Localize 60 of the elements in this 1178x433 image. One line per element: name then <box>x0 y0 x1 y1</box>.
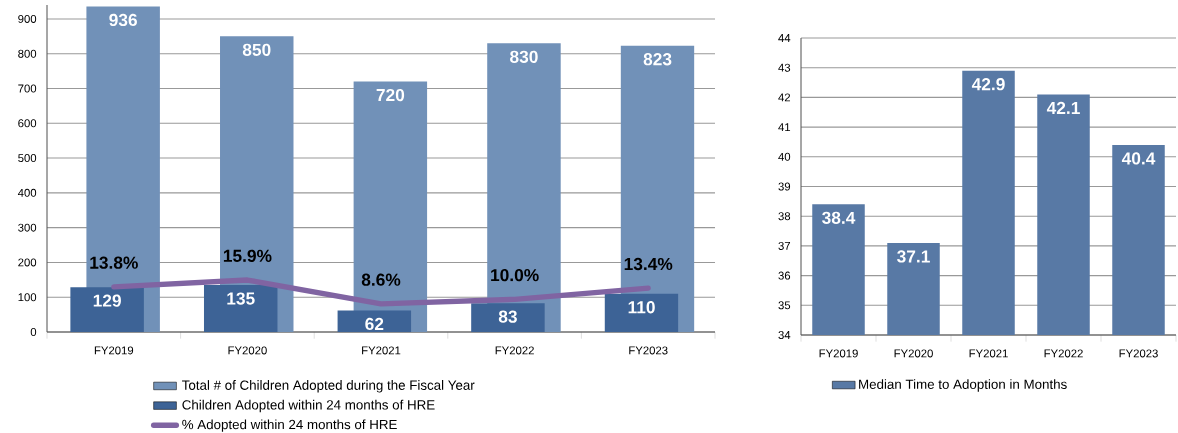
legend-label: Total # of Children Adopted during the Fiscal Year <box>182 380 475 393</box>
x-tick-label: FY2020 <box>894 349 933 358</box>
y-tick-label: 500 <box>18 154 37 163</box>
bar <box>471 303 545 332</box>
data-label: 8.6% <box>361 273 401 286</box>
y-tick-label: 44 <box>778 34 791 42</box>
x-tick-label: FY2019 <box>819 349 858 358</box>
x-tick-label: FY2022 <box>495 346 534 355</box>
y-tick-label: 36 <box>778 271 791 280</box>
y-tick-label: 700 <box>18 84 37 93</box>
y-tick-label: 300 <box>18 223 37 232</box>
x-tick-label: FY2019 <box>94 346 134 355</box>
data-label: 13.4% <box>624 257 673 271</box>
data-label: 62 <box>365 317 384 331</box>
data-label: 936 <box>109 13 137 27</box>
data-label: 42.9 <box>971 78 1005 91</box>
y-tick-label: 400 <box>17 188 37 197</box>
y-tick-label: 35 <box>778 301 791 310</box>
data-label: 13.8% <box>90 256 138 269</box>
bar <box>203 285 278 332</box>
data-label: 37.1 <box>897 250 930 263</box>
bar <box>604 293 679 332</box>
y-tick-label: 0 <box>30 328 37 337</box>
x-tick-label: FY2020 <box>228 346 267 355</box>
y-tick-label: 34 <box>778 331 791 340</box>
legend-label: Children Adopted within 24 months of HRE <box>182 399 435 413</box>
x-tick-label: FY2023 <box>629 346 668 355</box>
data-label: 83 <box>498 310 517 323</box>
data-label: 42.1 <box>1046 101 1080 114</box>
y-tick-label: 600 <box>18 119 37 128</box>
y-tick-label: 200 <box>18 258 37 267</box>
data-label: 850 <box>242 43 271 56</box>
y-tick-label: 42 <box>778 93 791 102</box>
data-label: 720 <box>376 88 405 102</box>
data-label: 830 <box>510 50 538 63</box>
data-label: 129 <box>93 294 121 307</box>
data-label: 15.9% <box>223 249 272 262</box>
y-tick-label: 100 <box>18 293 37 302</box>
data-label: 823 <box>643 53 672 66</box>
bar <box>70 287 144 332</box>
data-label: 135 <box>227 292 255 305</box>
x-tick-label: FY2021 <box>969 349 1008 358</box>
bar <box>337 310 412 332</box>
y-tick-label: 40 <box>778 152 791 161</box>
x-tick-label: FY2022 <box>1044 349 1083 358</box>
data-label: 10.0% <box>491 268 539 282</box>
data-label: 110 <box>628 301 655 314</box>
x-tick-label: FY2021 <box>362 346 401 355</box>
legend-label: Median Time to Adoption in Months <box>859 379 1067 392</box>
data-label: 38.4 <box>822 211 856 224</box>
y-tick-label: 41 <box>778 123 791 131</box>
y-tick-label: 39 <box>778 182 791 191</box>
data-label: 40.4 <box>1121 152 1156 165</box>
y-tick-label: 38 <box>778 212 791 221</box>
y-tick-label: 900 <box>18 14 37 23</box>
legend-label: % Adopted within 24 months of HRE <box>182 419 397 432</box>
y-tick-label: 37 <box>778 241 791 250</box>
y-tick-label: 800 <box>18 49 37 58</box>
x-tick-label: FY2023 <box>1119 349 1158 358</box>
y-tick-label: 43 <box>778 63 791 72</box>
